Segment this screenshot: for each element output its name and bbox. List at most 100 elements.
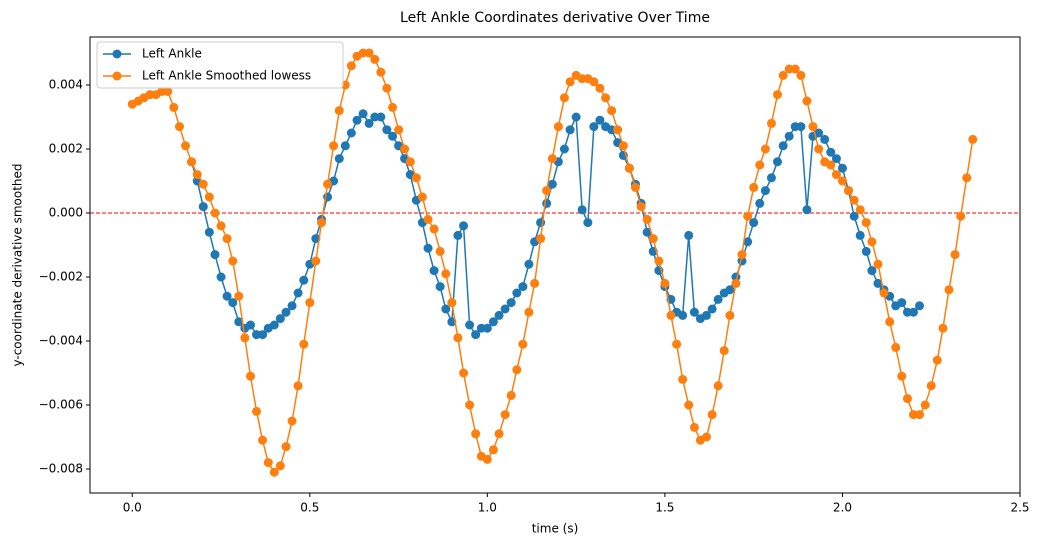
data-point [281, 442, 291, 452]
plot-frame [89, 36, 1021, 494]
data-point [778, 70, 788, 80]
data-point [784, 131, 794, 141]
data-point [518, 339, 528, 349]
data-point [482, 323, 492, 333]
data-point [400, 144, 410, 154]
data-point [613, 125, 623, 135]
data-point [660, 278, 670, 288]
data-point [512, 365, 522, 375]
data-point [826, 160, 836, 170]
data-point [624, 163, 634, 173]
data-point [802, 205, 812, 215]
data-point [713, 294, 723, 304]
data-point [589, 122, 599, 132]
data-point [837, 176, 847, 186]
data-point [187, 157, 197, 167]
y-tick-label: 0.002 [49, 142, 83, 156]
data-point [234, 317, 244, 327]
data-point [885, 317, 895, 327]
data-point [429, 266, 439, 276]
data-point [471, 330, 481, 340]
x-tick-label: 0.0 [123, 501, 142, 515]
data-point [778, 141, 788, 151]
data-point [932, 355, 942, 365]
data-point [340, 141, 350, 151]
data-point [358, 109, 368, 119]
data-point [417, 192, 427, 202]
data-point [329, 141, 339, 151]
data-point [198, 179, 208, 189]
data-point [494, 310, 504, 320]
data-point [240, 333, 250, 343]
data-point [684, 400, 694, 410]
data-point [867, 266, 877, 276]
data-point [293, 381, 303, 391]
y-tick-label: 0.004 [49, 78, 83, 92]
data-point [364, 118, 374, 128]
data-point [849, 211, 859, 221]
data-point [950, 250, 960, 260]
data-point [263, 458, 273, 468]
data-point [962, 173, 972, 183]
data-point [435, 282, 445, 292]
x-tick-label: 2.5 [1010, 501, 1029, 515]
data-point [465, 320, 475, 330]
series-line [190, 112, 921, 336]
data-point [382, 125, 392, 135]
data-point [305, 298, 315, 308]
data-point [577, 205, 587, 215]
data-point [530, 278, 540, 288]
data-point [536, 234, 546, 244]
data-point [648, 234, 658, 244]
legend: Left Ankle Left Ankle Smoothed lowess [96, 41, 344, 89]
data-point [500, 410, 510, 420]
data-point [346, 128, 356, 138]
data-point [915, 410, 925, 420]
data-point [678, 374, 688, 384]
data-point [246, 371, 256, 381]
data-point [352, 115, 362, 125]
data-point [388, 131, 398, 141]
data-point [311, 256, 321, 266]
data-point [666, 310, 676, 320]
data-point [506, 390, 516, 400]
y-tick-label: 0.000 [49, 206, 83, 220]
data-point [719, 346, 729, 356]
data-point [843, 186, 853, 196]
data-point [382, 83, 392, 93]
data-point [252, 406, 262, 416]
data-point [553, 122, 563, 132]
data-point [920, 400, 930, 410]
data-point [287, 416, 297, 426]
data-point [867, 237, 877, 247]
data-point [293, 288, 303, 298]
chart-title: Left Ankle Coordinates derivative Over T… [400, 10, 710, 26]
x-axis-label: time (s) [532, 522, 579, 536]
data-point [192, 170, 202, 180]
data-point [435, 246, 445, 256]
data-point [814, 144, 824, 154]
data-point [370, 54, 380, 64]
data-point [749, 218, 759, 228]
data-point [494, 429, 504, 439]
data-point [701, 310, 711, 320]
data-point [595, 115, 605, 125]
data-point [755, 198, 765, 208]
data-point [707, 304, 717, 314]
data-point [678, 310, 688, 320]
data-point [216, 221, 226, 231]
data-point [512, 288, 522, 298]
data-point [488, 317, 498, 327]
data-point [453, 333, 463, 343]
data-point [701, 432, 711, 442]
data-point [583, 218, 593, 228]
data-point [672, 339, 682, 349]
data-point [447, 298, 457, 308]
data-point [915, 301, 925, 311]
data-point [246, 320, 256, 330]
data-point [831, 170, 841, 180]
data-point [405, 157, 415, 167]
data-point [743, 211, 753, 221]
data-point [423, 243, 433, 253]
data-point [654, 256, 664, 266]
